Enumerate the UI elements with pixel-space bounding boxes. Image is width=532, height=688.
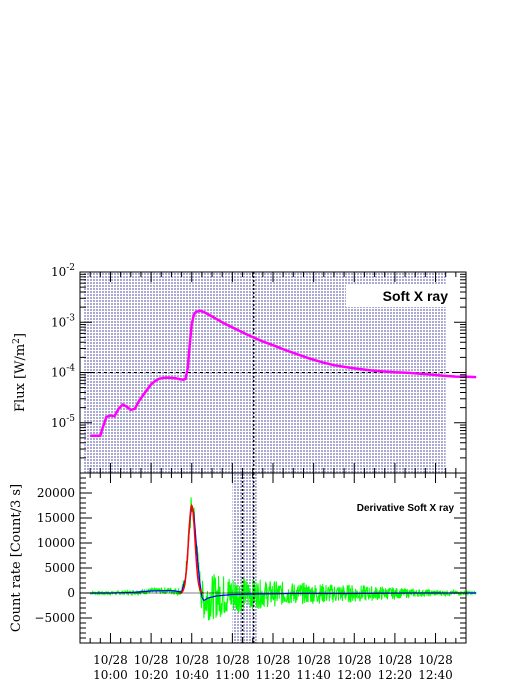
x-tick-date-label: 10/28 bbox=[418, 653, 453, 667]
x-tick-date-label: 10/28 bbox=[337, 653, 372, 667]
bottom-y-tick-label: 5000 bbox=[44, 561, 75, 575]
top-y-tick-label: 10-2 bbox=[51, 263, 75, 279]
top-y-tick-label: 10-3 bbox=[51, 313, 75, 329]
bottom-shaded-interval bbox=[232, 473, 257, 643]
soft-xray-legend-box bbox=[346, 285, 456, 307]
bottom-y-tick-label: 15000 bbox=[37, 511, 75, 525]
derivative-legend-label: Derivative Soft X ray bbox=[357, 503, 455, 514]
soft-xray-flux-line bbox=[90, 309, 477, 438]
bottom-y-tick-label: −5000 bbox=[34, 611, 75, 625]
bottom-y-tick-label: 20000 bbox=[37, 486, 75, 500]
x-tick-time-label: 11:20 bbox=[256, 668, 291, 682]
x-tick-date-label: 10/28 bbox=[256, 653, 291, 667]
top-y-axis-label: Flux [W/m2] bbox=[12, 333, 28, 412]
x-tick-date-label: 10/28 bbox=[93, 653, 128, 667]
x-tick-date-label: 10/28 bbox=[215, 653, 250, 667]
x-tick-date-label: 10/28 bbox=[134, 653, 169, 667]
soft-xray-legend-label: Soft X ray bbox=[383, 288, 449, 304]
bottom-y-axis-label: Count rate [Count/3 s] bbox=[9, 484, 24, 632]
derivative-legend-box bbox=[326, 497, 458, 515]
x-tick-time-label: 12:40 bbox=[418, 668, 453, 682]
soft-xray-panel: Soft X ray 10-5 10-4 10-3 10-2 Flux [W/m2] bbox=[12, 263, 477, 474]
derivative-panel: Derivative Soft X ray −5000 0 5000 10000 1500… bbox=[9, 472, 477, 644]
top-y-tick-label: 10-4 bbox=[51, 364, 75, 380]
time-axis: 10/2810:0010/2810:2010/2810:4010/2811:00… bbox=[79, 272, 467, 682]
derivative-fit-line bbox=[179, 503, 204, 594]
derivative-noisy-line bbox=[89, 497, 477, 621]
x-tick-time-label: 12:00 bbox=[337, 668, 372, 682]
x-tick-time-label: 10:40 bbox=[174, 668, 209, 682]
x-tick-time-label: 12:20 bbox=[378, 668, 413, 682]
bottom-y-tick-label: 10000 bbox=[37, 536, 75, 550]
x-tick-time-label: 10:00 bbox=[93, 668, 128, 682]
x-tick-time-label: 10:20 bbox=[134, 668, 169, 682]
derivative-legend: Derivative Soft X ray bbox=[326, 497, 458, 515]
x-tick-time-label: 11:40 bbox=[296, 668, 331, 682]
x-tick-date-label: 10/28 bbox=[296, 653, 331, 667]
bottom-y-tick-label: 0 bbox=[67, 586, 75, 600]
soft-xray-legend: Soft X ray bbox=[346, 285, 456, 307]
x-tick-time-label: 11:00 bbox=[215, 668, 250, 682]
top-y-tick-label: 10-5 bbox=[51, 414, 75, 430]
x-tick-date-label: 10/28 bbox=[378, 653, 413, 667]
x-tick-date-label: 10/28 bbox=[174, 653, 209, 667]
derivative-smoothed-line bbox=[90, 505, 477, 602]
